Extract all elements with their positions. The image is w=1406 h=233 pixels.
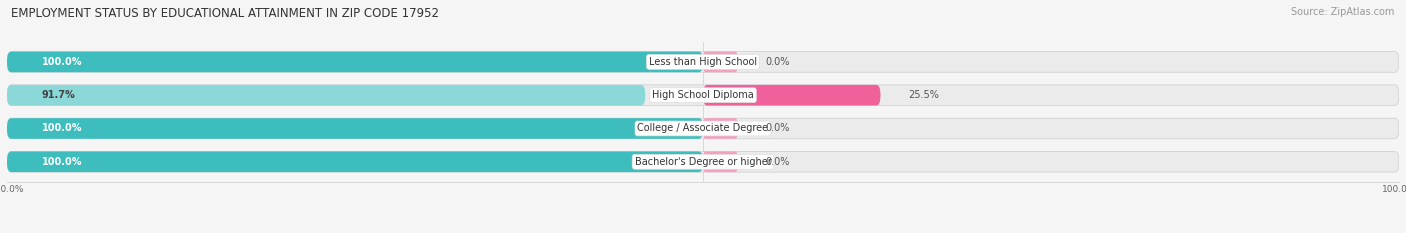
FancyBboxPatch shape	[703, 51, 738, 72]
Text: 100.0%: 100.0%	[42, 123, 83, 134]
FancyBboxPatch shape	[703, 118, 738, 139]
Text: Source: ZipAtlas.com: Source: ZipAtlas.com	[1291, 7, 1395, 17]
Text: College / Associate Degree: College / Associate Degree	[637, 123, 769, 134]
Text: 0.0%: 0.0%	[766, 123, 790, 134]
FancyBboxPatch shape	[7, 85, 1399, 106]
Text: Less than High School: Less than High School	[650, 57, 756, 67]
Text: 0.0%: 0.0%	[766, 157, 790, 167]
Text: EMPLOYMENT STATUS BY EDUCATIONAL ATTAINMENT IN ZIP CODE 17952: EMPLOYMENT STATUS BY EDUCATIONAL ATTAINM…	[11, 7, 439, 20]
Text: 100.0%: 100.0%	[42, 157, 83, 167]
Text: 91.7%: 91.7%	[42, 90, 76, 100]
Text: High School Diploma: High School Diploma	[652, 90, 754, 100]
FancyBboxPatch shape	[7, 51, 1399, 72]
Text: Bachelor's Degree or higher: Bachelor's Degree or higher	[634, 157, 772, 167]
FancyBboxPatch shape	[7, 151, 1399, 172]
FancyBboxPatch shape	[7, 85, 645, 106]
Text: 0.0%: 0.0%	[766, 57, 790, 67]
FancyBboxPatch shape	[7, 118, 1399, 139]
FancyBboxPatch shape	[7, 51, 703, 72]
FancyBboxPatch shape	[7, 118, 703, 139]
FancyBboxPatch shape	[703, 85, 880, 106]
Text: 25.5%: 25.5%	[908, 90, 939, 100]
FancyBboxPatch shape	[7, 151, 703, 172]
Text: 100.0%: 100.0%	[42, 57, 83, 67]
FancyBboxPatch shape	[703, 151, 738, 172]
